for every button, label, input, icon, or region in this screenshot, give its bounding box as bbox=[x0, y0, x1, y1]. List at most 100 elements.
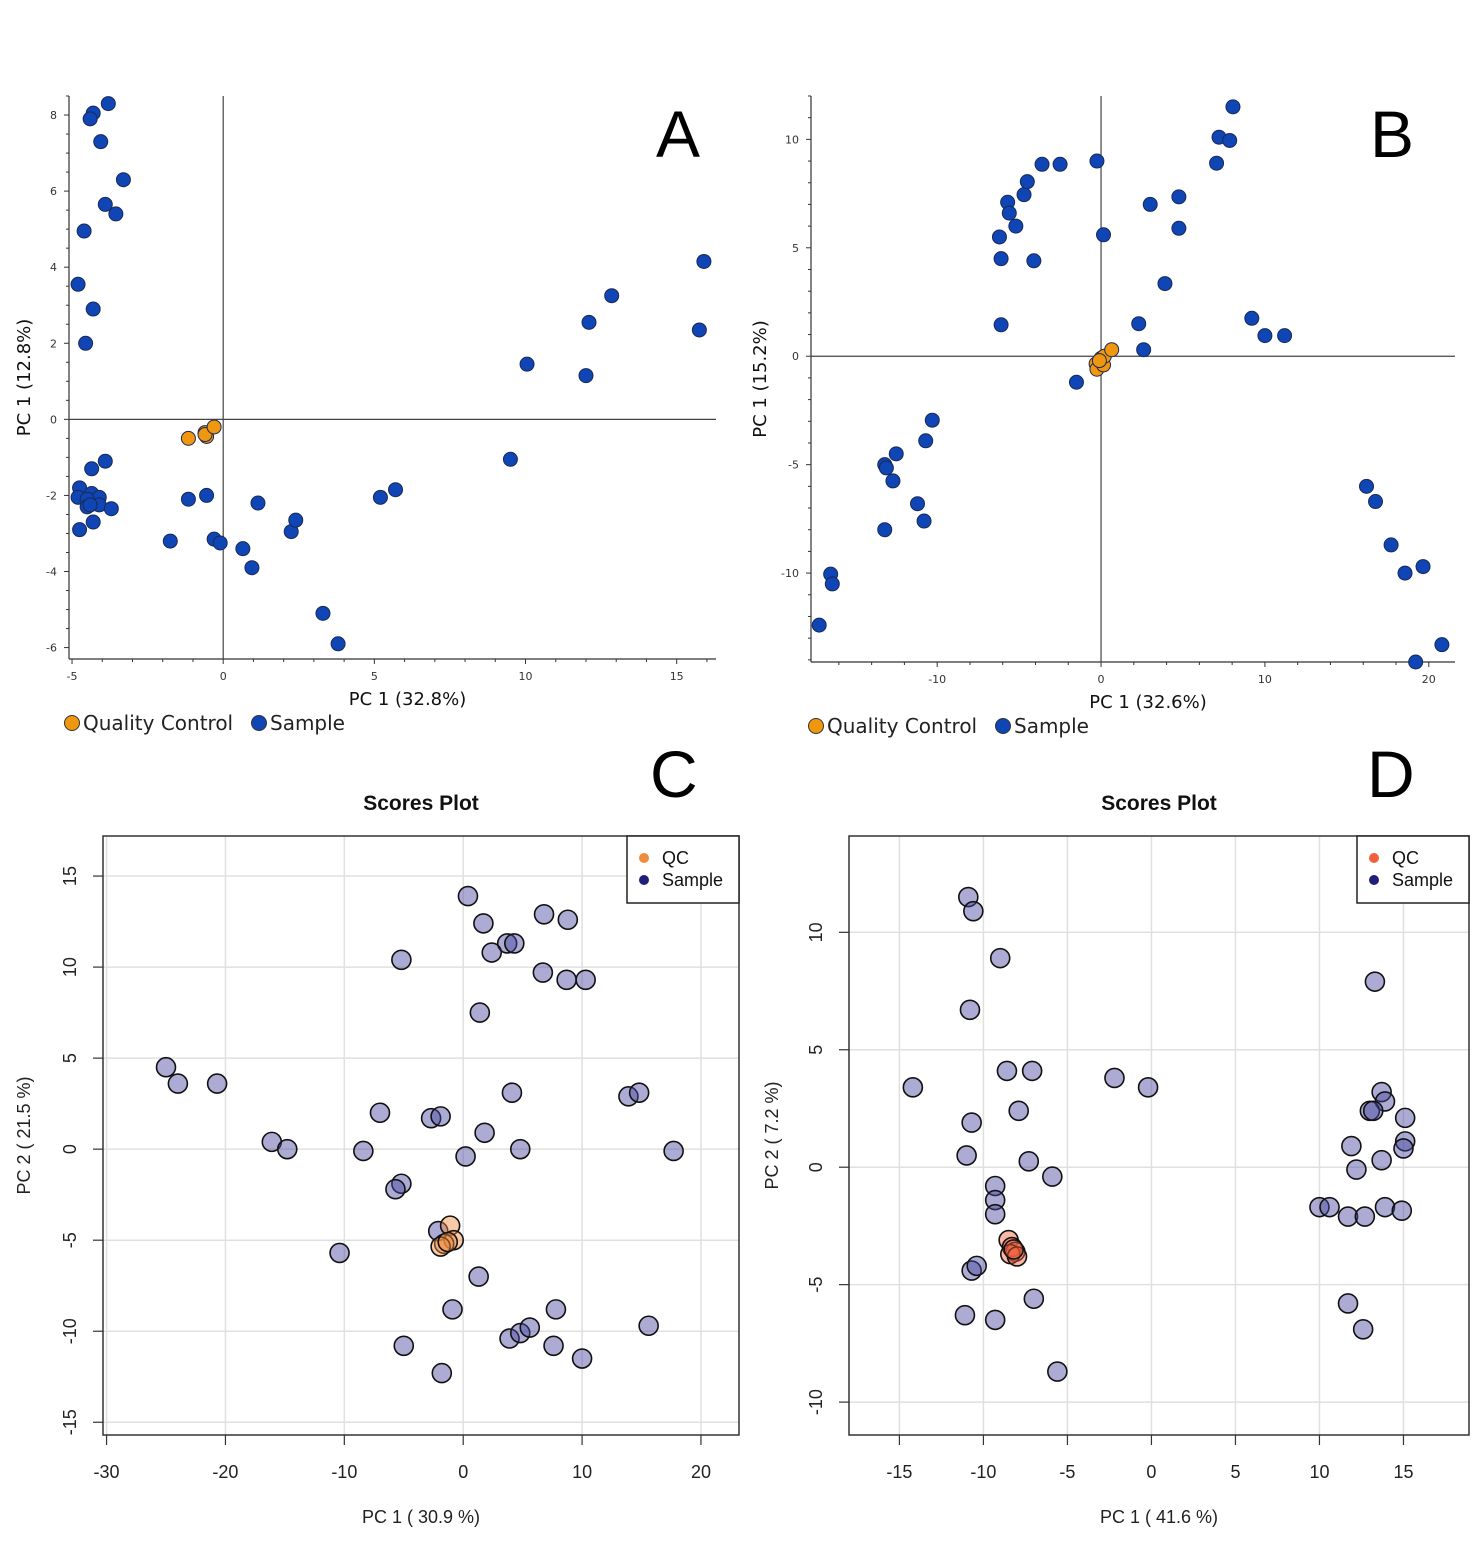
data-point bbox=[100, 96, 116, 112]
data-point bbox=[1142, 196, 1158, 212]
series-sample bbox=[155, 885, 684, 1384]
x-tick-label: -30 bbox=[94, 1462, 120, 1482]
data-point bbox=[989, 947, 1011, 969]
data-point bbox=[206, 1073, 228, 1094]
data-point bbox=[1408, 654, 1424, 670]
data-point bbox=[1371, 1149, 1392, 1171]
panel-d: D -15 -10 -5 0 5 10 15 -10 -5 0 5 10 Scores Plot PC 1 … bbox=[762, 737, 1470, 1527]
series-quality-control bbox=[180, 419, 222, 446]
data-point bbox=[1394, 1131, 1416, 1152]
panel-c: C -30 -20 -10 0 10 20 -15 -10 -5 0 5 10 15 Scores Plot… bbox=[14, 737, 740, 1527]
data-point bbox=[993, 251, 1009, 267]
data-point bbox=[1383, 537, 1399, 553]
series-sample bbox=[902, 886, 1416, 1382]
data-point bbox=[353, 1140, 374, 1162]
data-point bbox=[97, 453, 113, 469]
y-axis-title: PC 2 ( 21.5 %) bbox=[14, 1076, 34, 1194]
data-point bbox=[877, 522, 893, 538]
y-tick-label: 8 bbox=[50, 109, 57, 122]
data-point bbox=[155, 1056, 177, 1078]
data-point bbox=[244, 560, 260, 576]
series-sample bbox=[70, 96, 712, 652]
data-point bbox=[469, 1002, 491, 1023]
y-tick-label: 0 bbox=[50, 413, 57, 426]
data-point bbox=[902, 1077, 924, 1098]
data-point bbox=[956, 1145, 977, 1166]
data-point bbox=[199, 487, 215, 503]
data-point bbox=[393, 1335, 415, 1357]
data-point bbox=[1337, 1206, 1359, 1227]
y-tick-label: 10 bbox=[806, 922, 826, 942]
y-tick-label: 0 bbox=[60, 1144, 80, 1154]
data-point bbox=[556, 969, 577, 991]
y-axis-title: PC 1 (12.8%) bbox=[14, 319, 35, 437]
data-point bbox=[1341, 1135, 1362, 1157]
data-point bbox=[916, 513, 932, 529]
y-tick-label: -5 bbox=[788, 459, 799, 472]
data-point bbox=[691, 322, 707, 338]
y-tick-label: -2 bbox=[46, 489, 57, 502]
data-point bbox=[663, 1140, 684, 1162]
legend-marker bbox=[64, 715, 80, 731]
data-point bbox=[1136, 342, 1152, 358]
x-tick-label: 10 bbox=[1309, 1462, 1329, 1482]
data-point bbox=[1008, 218, 1024, 234]
data-point bbox=[910, 496, 926, 512]
data-point bbox=[1021, 1060, 1043, 1082]
x-tick-label: 5 bbox=[1230, 1462, 1240, 1482]
data-point bbox=[1393, 1138, 1414, 1159]
data-point bbox=[1362, 1100, 1384, 1122]
legend-marker bbox=[808, 718, 824, 734]
legend-marker bbox=[1369, 853, 1379, 863]
y-tick-label: 5 bbox=[792, 242, 799, 255]
panel-letter: C bbox=[650, 737, 698, 811]
panel-a: A -5 0 5 10 15 -6 -4 -2 0 2 4 6 8 PC 1 (32.8%) PC 1 (12… bbox=[14, 95, 716, 735]
data-point bbox=[473, 913, 494, 934]
plot-title: Scores Plot bbox=[1101, 792, 1217, 815]
plot-title: Scores Plot bbox=[363, 792, 479, 815]
legend-label: Quality Control bbox=[83, 711, 233, 735]
data-point bbox=[696, 253, 712, 269]
data-point bbox=[993, 317, 1009, 333]
data-point bbox=[1137, 1077, 1159, 1098]
data-point bbox=[1001, 205, 1017, 221]
data-point bbox=[1023, 1288, 1045, 1310]
x-tick-label: 15 bbox=[670, 670, 684, 683]
data-point bbox=[984, 1175, 1006, 1197]
data-point bbox=[1096, 227, 1112, 243]
y-tick-label: 4 bbox=[50, 261, 57, 274]
data-point bbox=[1171, 189, 1187, 205]
y-tick-label: 10 bbox=[60, 957, 80, 977]
data-point bbox=[85, 301, 101, 317]
data-point bbox=[457, 885, 479, 907]
x-tick-label: -10 bbox=[970, 1462, 996, 1482]
data-point bbox=[628, 1082, 650, 1104]
data-point bbox=[1277, 328, 1293, 344]
x-axis-title: PC 1 ( 30.9 %) bbox=[362, 1507, 480, 1527]
data-point bbox=[329, 1242, 350, 1264]
data-point bbox=[250, 495, 266, 511]
data-point bbox=[509, 1322, 531, 1344]
data-point bbox=[963, 900, 984, 922]
data-point bbox=[180, 491, 196, 507]
x-tick-label: -5 bbox=[1059, 1462, 1075, 1482]
data-point bbox=[442, 1299, 463, 1320]
data-point bbox=[496, 933, 518, 954]
data-point bbox=[959, 999, 981, 1021]
data-point bbox=[575, 969, 596, 991]
legend-box bbox=[1356, 835, 1470, 904]
y-tick-label: -15 bbox=[60, 1409, 80, 1435]
y-tick-label: 10 bbox=[785, 133, 799, 146]
data-point bbox=[545, 1299, 567, 1320]
data-point bbox=[924, 412, 940, 428]
y-tick-label: 0 bbox=[792, 350, 799, 363]
data-point bbox=[1091, 353, 1107, 369]
data-point bbox=[78, 335, 94, 351]
x-tick-label: 20 bbox=[691, 1462, 711, 1482]
legend-marker bbox=[251, 715, 267, 731]
data-point bbox=[504, 933, 525, 954]
data-point bbox=[437, 1231, 459, 1253]
legend-label: Sample bbox=[270, 711, 345, 735]
data-point bbox=[519, 1317, 541, 1338]
legend-label: Sample bbox=[1392, 870, 1453, 890]
